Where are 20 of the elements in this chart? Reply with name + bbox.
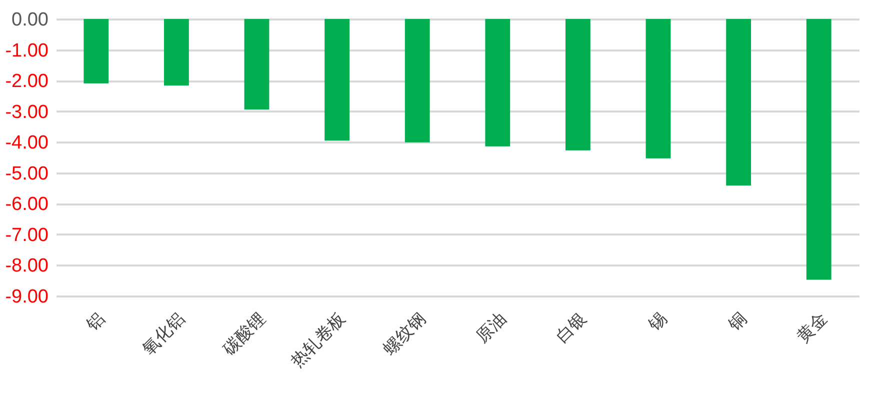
y-tick-label: -9.00 (5, 286, 48, 308)
x-tick-label: 热轧卷板 (288, 309, 350, 372)
y-tick-label: -6.00 (5, 194, 48, 216)
y-tick-label: -4.00 (5, 132, 48, 154)
y-tick-label: -5.00 (5, 163, 48, 184)
x-tick-label: 白银 (552, 309, 591, 348)
x-tick-label: 锡 (644, 309, 671, 336)
x-tick-label: 铝 (82, 309, 109, 336)
y-tick-label: -7.00 (5, 224, 48, 246)
x-tick-label: 黄金 (793, 309, 832, 348)
x-tick-label: 螺纹钢 (380, 309, 430, 360)
x-tick-label: 铜 (724, 309, 752, 336)
y-tick-label: -1.00 (5, 40, 48, 62)
x-tick-label: 原油 (472, 309, 510, 348)
y-tick-label: -2.00 (5, 71, 48, 92)
y-tick-label: 0.00 (12, 10, 48, 30)
x-tick-label: 氧化铝 (138, 309, 190, 360)
y-tick-label: -3.00 (5, 102, 48, 123)
x-tick-label: 碳酸锂 (218, 309, 270, 360)
y-tick-label: -8.00 (5, 256, 48, 277)
